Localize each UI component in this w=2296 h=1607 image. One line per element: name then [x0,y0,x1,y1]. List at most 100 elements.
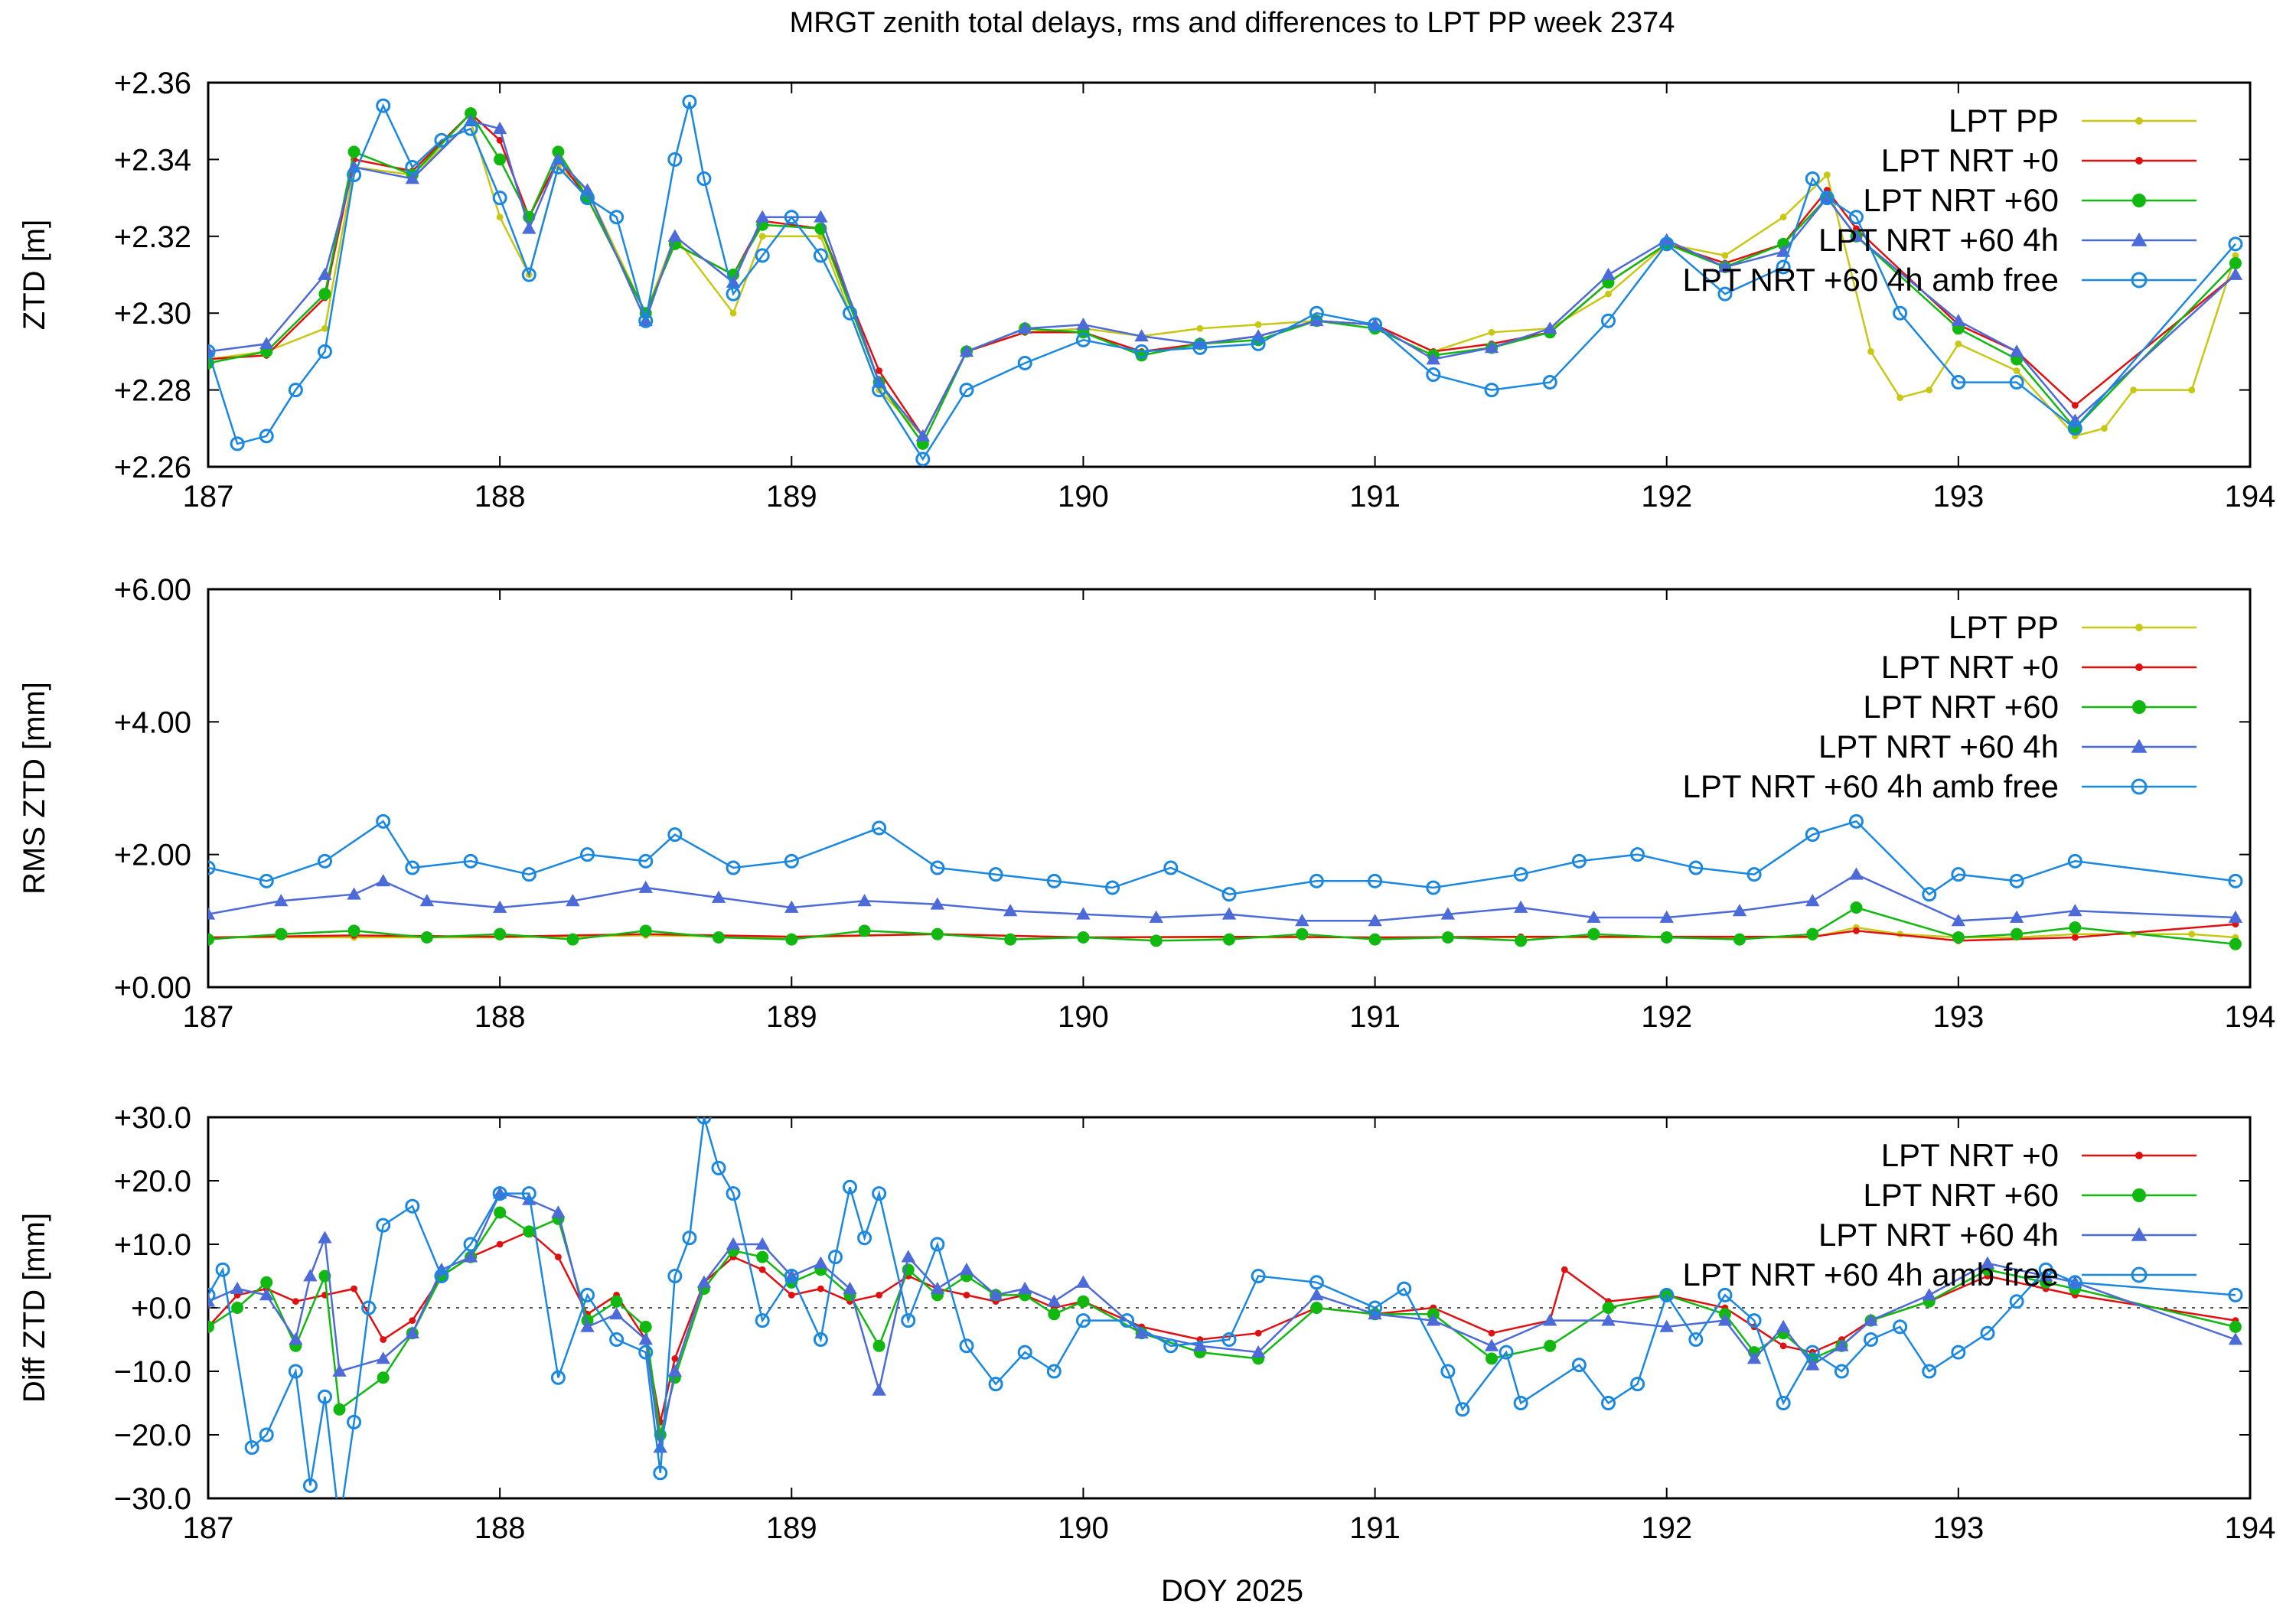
data-point [2229,937,2242,950]
legend-label: LPT NRT +60 4h amb free [1683,262,2059,298]
data-point [1926,386,1933,393]
data-point [2228,236,2243,252]
data-point [550,159,566,174]
x-tick-label: 190 [1058,480,1109,513]
data-point [1805,894,1820,907]
data-point [463,1237,478,1252]
data-point [1192,337,1208,350]
data-point [1893,1319,1908,1335]
x-tick-label: 193 [1932,480,1984,513]
data-point [465,107,478,120]
legend-entry-lpt-nrt-60-4h: LPT NRT +60 4h [1818,729,2197,764]
data-point [959,383,974,398]
data-point [696,1117,712,1125]
data-point [843,1281,857,1294]
x-tick-label: 190 [1058,1511,1109,1545]
data-point [814,1256,828,1269]
data-point [1017,355,1032,370]
data-point [347,924,360,937]
data-point [1605,290,1612,298]
data-point [494,1206,507,1219]
data-point [1134,344,1150,359]
data-point [653,1440,667,1453]
data-point [1733,933,1746,946]
data-point [1251,336,1266,351]
data-point [1819,191,1835,206]
data-point [2188,931,2196,938]
data-point [1076,1275,1091,1288]
x-tick-label: 194 [2225,1000,2276,1034]
data-point [726,1237,741,1250]
data-point [755,1313,770,1328]
data-point [1310,1302,1323,1314]
data-point [1688,860,1704,875]
data-point [2009,873,2024,888]
data-point [1075,1313,1091,1328]
data-point [521,1186,536,1201]
legend-marker [2131,738,2148,753]
data-point [1251,1345,1266,1358]
data-point [580,1319,595,1332]
data-point [1484,341,1499,354]
legend-label: LPT NRT +60 [1863,689,2059,725]
data-point [988,1288,1003,1301]
y-tick-label: +0.00 [114,971,191,1005]
data-point [857,894,872,907]
data-point [1484,1338,1499,1351]
legend-entry-lpt-nrt-60: LPT NRT +60 [1863,689,2197,725]
data-point [208,344,216,357]
data-point [1849,867,1864,880]
data-point [1980,1256,1995,1269]
data-point [784,1269,799,1283]
data-point [566,933,579,946]
legend-marker [2131,232,2148,246]
x-tick-label: 192 [1641,1511,1692,1545]
data-point [1805,1358,1820,1371]
data-point [420,931,433,944]
diff-ztd-panel: 187 188 189 190 191 192 193 194 −30.0 −20.0 −10.0 +… [18,1101,2275,1545]
legend-label: LPT PP [1949,609,2059,645]
data-point [1600,313,1616,328]
data-point [696,171,712,186]
data-point [1955,340,1962,347]
x-tick-label: 191 [1349,480,1401,513]
data-point [1368,317,1383,332]
legend-entry-lpt-nrt-60-4h: LPT NRT +60 4h [1818,222,2197,258]
legend-entry-lpt-nrt-60-4h: LPT NRT +60 4h [1818,1217,2197,1253]
x-tick-label: 190 [1058,1000,1109,1034]
data-point [901,1313,916,1328]
legend-label: LPT NRT +60 4h amb free [1683,1257,2059,1292]
data-point [785,933,798,946]
y-tick-label: +0.0 [131,1292,191,1325]
data-point [2228,1287,2243,1302]
data-point [671,1355,679,1362]
data-point [2229,256,2242,269]
data-point [321,324,328,332]
data-point [288,1364,303,1379]
series-lpt-nrt-0 [208,921,2239,944]
data-point [522,221,536,234]
data-point [1004,933,1017,946]
data-point [361,1300,377,1315]
data-point [1018,321,1032,334]
data-point [1732,904,1747,917]
data-point [551,1205,566,1218]
data-point [244,1440,259,1455]
data-point [758,233,766,240]
y-tick-label: +2.30 [114,297,191,331]
data-point [1076,318,1091,331]
legend-marker [2135,157,2143,165]
data-point [492,191,507,206]
data-point [930,860,945,875]
data-point [758,1266,766,1273]
data-point [1922,1288,1936,1301]
data-point [434,1269,449,1283]
data-point [496,214,504,221]
plot-area [208,813,2243,950]
data-point [963,1292,970,1299]
data-point [1893,305,1908,321]
rms-ztd-panel: 187 188 189 190 191 192 193 194 +0.00 +2.00 +4.00 +… [18,573,2275,1034]
data-point [1980,1325,1995,1341]
data-point [872,1339,885,1352]
